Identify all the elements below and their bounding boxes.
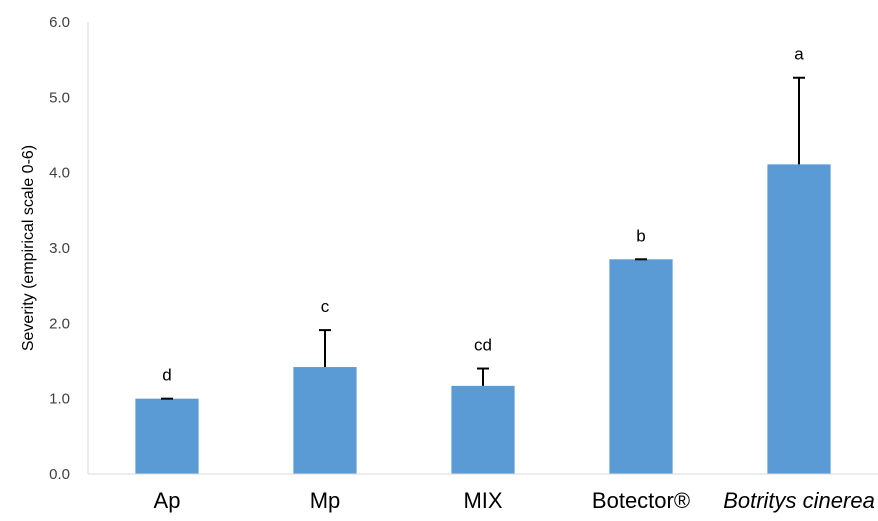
significance-letter: a <box>794 45 804 64</box>
bar <box>609 259 673 474</box>
x-axis-ticks: Ap Mp MIX Botector® Botritys cinerea <box>154 488 875 513</box>
y-tick-label: 0.0 <box>49 466 70 483</box>
significance-letter: c <box>321 297 330 316</box>
y-tick-label: 5.0 <box>49 89 70 106</box>
y-axis-label: Severity (empirical scale 0-6) <box>20 145 37 351</box>
significance-letter: d <box>162 366 171 385</box>
y-axis-ticks: 0.0 1.0 2.0 3.0 4.0 5.0 6.0 <box>49 14 70 483</box>
y-tick-label: 4.0 <box>49 165 70 182</box>
bar <box>767 164 831 474</box>
significance-letter: b <box>636 226 645 245</box>
x-tick-label: MIX <box>463 488 502 513</box>
significance-letter: cd <box>474 336 492 355</box>
x-tick-label: Ap <box>154 488 181 513</box>
bar <box>451 385 515 474</box>
significance-letters-group: d c cd b a <box>162 45 804 385</box>
bars-group <box>135 164 831 474</box>
x-tick-label: Botritys cinerea <box>723 488 875 513</box>
y-tick-label: 3.0 <box>49 240 70 257</box>
error-bars-group <box>161 76 805 400</box>
y-tick-label: 6.0 <box>49 14 70 31</box>
x-tick-label: Mp <box>310 488 341 513</box>
y-axis-label-group: Severity (empirical scale 0-6) <box>20 145 37 351</box>
x-tick-label: Botector® <box>592 488 690 513</box>
y-tick-label: 1.0 <box>49 391 70 408</box>
bar <box>293 367 357 474</box>
bar <box>135 398 199 474</box>
y-tick-label: 2.0 <box>49 315 70 332</box>
